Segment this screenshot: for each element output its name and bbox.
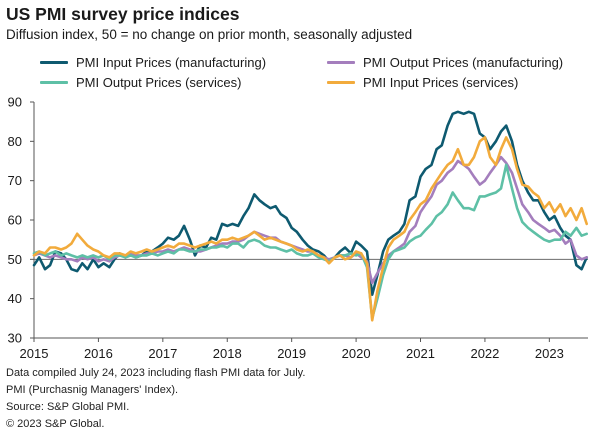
x-tick-label-2018: 2018 <box>213 346 242 361</box>
legend-item-output-manufacturing: PMI Output Prices (manufacturing) <box>327 55 563 70</box>
y-tick-label-70: 70 <box>8 173 22 188</box>
footnote-data-compiled: Data compiled July 24, 2023 including fl… <box>6 367 306 379</box>
legend-label-input-manufacturing: PMI Input Prices (manufacturing) <box>76 55 267 70</box>
legend-swatch-output-services <box>40 81 68 84</box>
series-line-pmi-output-prices-services <box>32 163 588 320</box>
footnote-source: Source: S&P Global PMI. <box>6 401 130 413</box>
x-tick-label-2020: 2020 <box>342 346 371 361</box>
legend-swatch-input-services <box>327 81 355 84</box>
legend-label-output-services: PMI Output Prices (services) <box>76 75 242 90</box>
x-tick-label-2019: 2019 <box>277 346 306 361</box>
y-tick-label-60: 60 <box>8 213 22 228</box>
chart-subtitle: Diffusion index, 50 = no change on prior… <box>6 27 413 42</box>
x-tick-label-2023: 2023 <box>535 346 564 361</box>
footnote-copyright: © 2023 S&P Global. <box>6 418 105 430</box>
x-tick-label-2016: 2016 <box>84 346 113 361</box>
x-tick-label-2017: 2017 <box>148 346 177 361</box>
legend-swatch-output-manufacturing <box>327 61 355 64</box>
legend-item-input-services: PMI Input Prices (services) <box>327 75 518 90</box>
y-tick-label-80: 80 <box>8 134 22 149</box>
legend-label-output-manufacturing: PMI Output Prices (manufacturing) <box>363 55 564 70</box>
y-tick-label-40: 40 <box>8 291 22 306</box>
y-tick-label-30: 30 <box>8 331 22 346</box>
legend-item-output-services: PMI Output Prices (services) <box>40 75 241 90</box>
legend-swatch-input-manufacturing <box>40 61 68 64</box>
x-tick-label-2022: 2022 <box>470 346 499 361</box>
x-tick-label-2015: 2015 <box>20 346 49 361</box>
y-tick-label-90: 90 <box>8 95 22 110</box>
chart-title: US PMI survey price indices <box>6 4 240 24</box>
series-line-pmi-input-prices-services <box>32 136 588 322</box>
footnote-pmi-definition: PMI (Purchasnig Managers' Index). <box>6 384 179 396</box>
legend-item-input-manufacturing: PMI Input Prices (manufacturing) <box>40 55 266 70</box>
x-tick-label-2021: 2021 <box>406 346 435 361</box>
y-tick-label-50: 50 <box>8 252 22 267</box>
legend-label-input-services: PMI Input Prices (services) <box>363 75 519 90</box>
series-line-pmi-input-prices-manufacturing <box>32 110 588 296</box>
